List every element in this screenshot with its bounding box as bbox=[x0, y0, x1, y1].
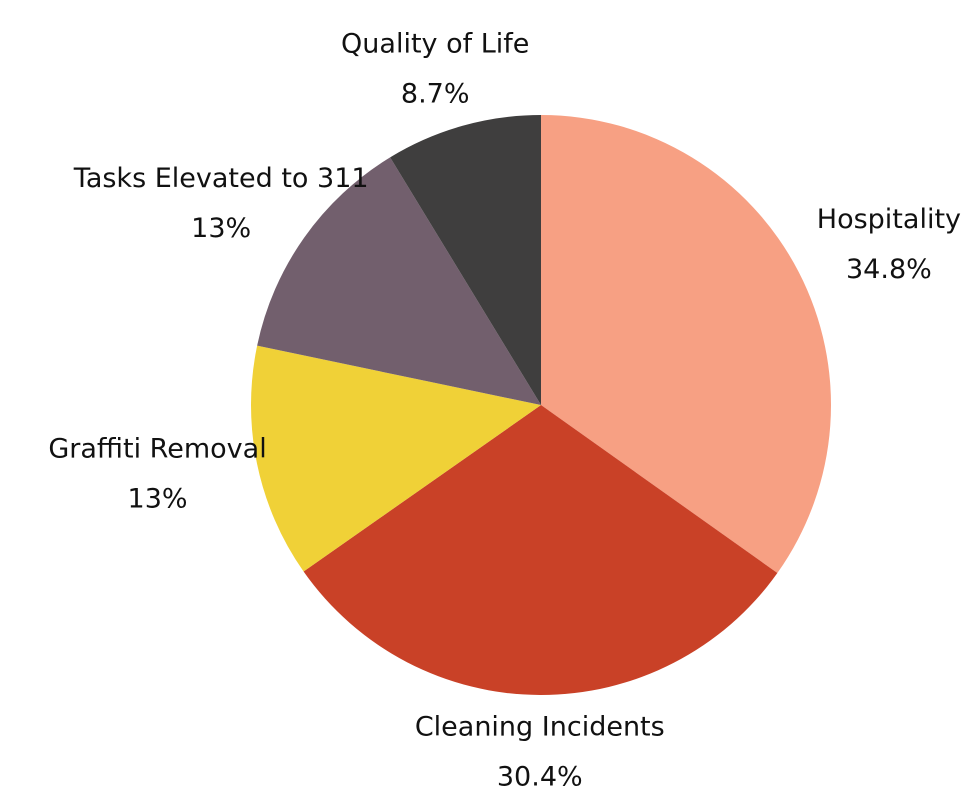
slice-value-label: 8.7% bbox=[401, 78, 470, 109]
slice-value-label: 13% bbox=[128, 484, 188, 515]
pie-slice bbox=[250, 345, 541, 572]
slice-label: Quality of Life bbox=[341, 28, 529, 59]
slice-label: Hospitality bbox=[817, 204, 961, 235]
slice-value-label: 13% bbox=[191, 213, 251, 244]
slice-value-label: 34.8% bbox=[846, 254, 932, 285]
slice-label: Cleaning Incidents bbox=[415, 711, 665, 742]
pie-slice bbox=[390, 115, 541, 405]
slice-label: Graffiti Removal bbox=[48, 434, 266, 465]
pie-slice bbox=[541, 115, 831, 574]
pie-slice bbox=[257, 157, 541, 405]
slice-value-label: 30.4% bbox=[497, 761, 583, 792]
pie-slice bbox=[303, 405, 778, 696]
slice-label: Tasks Elevated to 311 bbox=[73, 163, 369, 194]
